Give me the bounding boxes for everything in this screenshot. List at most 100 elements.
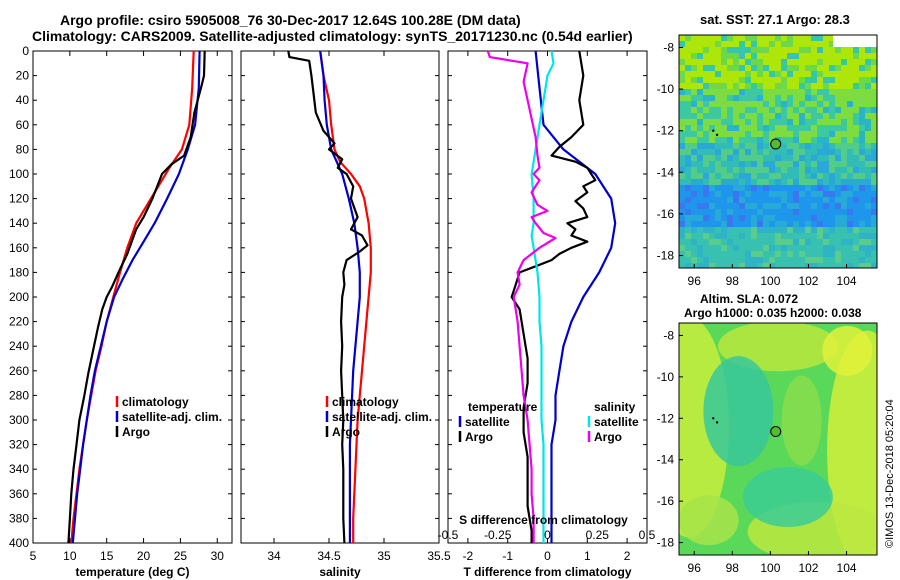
sst-pixel bbox=[715, 125, 721, 131]
sst-pixel bbox=[697, 83, 703, 89]
sst-pixel bbox=[781, 197, 787, 203]
sst-pixel bbox=[823, 257, 829, 263]
sst-pixel bbox=[691, 131, 697, 137]
sst-pixel bbox=[823, 143, 829, 149]
sst-pixel bbox=[799, 257, 805, 263]
sst-pixel bbox=[745, 89, 751, 95]
sst-pixel bbox=[691, 161, 697, 167]
sst-pixel bbox=[757, 41, 763, 47]
x-tick-label: 20 bbox=[137, 549, 151, 563]
sst-pixel bbox=[817, 89, 823, 95]
sst-pixel bbox=[841, 53, 847, 59]
sst-pixel bbox=[811, 113, 817, 119]
sst-pixel bbox=[865, 95, 871, 101]
sst-pixel bbox=[793, 257, 799, 263]
sst-pixel bbox=[781, 95, 787, 101]
sst-pixel bbox=[733, 47, 739, 53]
sst-pixel bbox=[841, 191, 847, 197]
sst-pixel bbox=[775, 89, 781, 95]
sst-pixel bbox=[733, 137, 739, 143]
sst-pixel bbox=[697, 239, 703, 245]
sst-pixel bbox=[805, 257, 811, 263]
sst-pixel bbox=[829, 59, 835, 65]
sst-pixel bbox=[757, 35, 763, 41]
sst-pixel bbox=[691, 125, 697, 131]
sst-pixel bbox=[817, 155, 823, 161]
sst-pixel bbox=[685, 53, 691, 59]
sst-pixel bbox=[703, 83, 709, 89]
sst-pixel bbox=[865, 125, 871, 131]
sst-pixel bbox=[841, 155, 847, 161]
sst-pixel bbox=[703, 221, 709, 227]
sst-pixel bbox=[703, 101, 709, 107]
sst-pixel bbox=[853, 107, 859, 113]
sst-pixel bbox=[685, 119, 691, 125]
sst-pixel bbox=[829, 233, 835, 239]
sst-pixel bbox=[775, 83, 781, 89]
sst-pixel bbox=[679, 65, 685, 71]
sst-pixel bbox=[805, 221, 811, 227]
sst-pixel bbox=[859, 143, 865, 149]
sst-pixel bbox=[721, 53, 727, 59]
sst-pixel bbox=[751, 239, 757, 245]
map-y-tick-label: -8 bbox=[663, 328, 674, 342]
sst-pixel bbox=[715, 71, 721, 77]
sst-pixel bbox=[865, 143, 871, 149]
sst-pixel bbox=[679, 161, 685, 167]
sst-pixel bbox=[781, 137, 787, 143]
sst-pixel bbox=[697, 137, 703, 143]
sst-pixel bbox=[775, 47, 781, 53]
sst-pixel bbox=[697, 257, 703, 263]
sst-pixel bbox=[763, 221, 769, 227]
sst-pixel bbox=[787, 245, 793, 251]
sst-pixel bbox=[769, 59, 775, 65]
sst-pixel bbox=[721, 251, 727, 257]
sst-pixel bbox=[793, 185, 799, 191]
sst-pixel bbox=[805, 131, 811, 137]
sst-pixel bbox=[757, 107, 763, 113]
sst-pixel bbox=[811, 245, 817, 251]
sst-pixel bbox=[691, 83, 697, 89]
sst-pixel bbox=[751, 185, 757, 191]
map-x-tick-label: 98 bbox=[726, 561, 740, 575]
sst-pixel bbox=[775, 257, 781, 263]
sst-pixel bbox=[799, 215, 805, 221]
sst-pixel bbox=[685, 59, 691, 65]
sst-pixel bbox=[817, 59, 823, 65]
sst-pixel bbox=[823, 89, 829, 95]
sst-pixel bbox=[691, 257, 697, 263]
sst-pixel bbox=[769, 83, 775, 89]
sst-pixel bbox=[751, 101, 757, 107]
sst-pixel bbox=[823, 71, 829, 77]
sst-pixel bbox=[841, 221, 847, 227]
sst-pixel bbox=[697, 197, 703, 203]
sst-pixel bbox=[769, 41, 775, 47]
sst-pixel bbox=[847, 239, 853, 245]
sst-pixel bbox=[859, 71, 865, 77]
sst-pixel bbox=[811, 131, 817, 137]
sst-pixel bbox=[859, 263, 865, 268]
sst-pixel bbox=[745, 95, 751, 101]
sst-pixel bbox=[769, 227, 775, 233]
sst-pixel bbox=[715, 113, 721, 119]
sst-pixel bbox=[721, 41, 727, 47]
sst-pixel bbox=[811, 263, 817, 268]
sst-pixel bbox=[721, 65, 727, 71]
sst-pixel bbox=[727, 185, 733, 191]
sst-pixel bbox=[679, 233, 685, 239]
sst-pixel bbox=[787, 113, 793, 119]
sst-pixel bbox=[835, 221, 841, 227]
sst-pixel bbox=[811, 47, 817, 53]
depth-tick-label: 400 bbox=[9, 536, 29, 550]
sst-pixel bbox=[793, 59, 799, 65]
sst-pixel bbox=[841, 83, 847, 89]
sst-pixel bbox=[799, 113, 805, 119]
sst-pixel bbox=[745, 233, 751, 239]
sst-pixel bbox=[787, 179, 793, 185]
sst-pixel bbox=[853, 251, 859, 257]
sst-pixel bbox=[829, 251, 835, 257]
sst-pixel bbox=[769, 101, 775, 107]
sst-pixel bbox=[805, 137, 811, 143]
sst-pixel bbox=[841, 149, 847, 155]
sst-pixel bbox=[853, 263, 859, 268]
